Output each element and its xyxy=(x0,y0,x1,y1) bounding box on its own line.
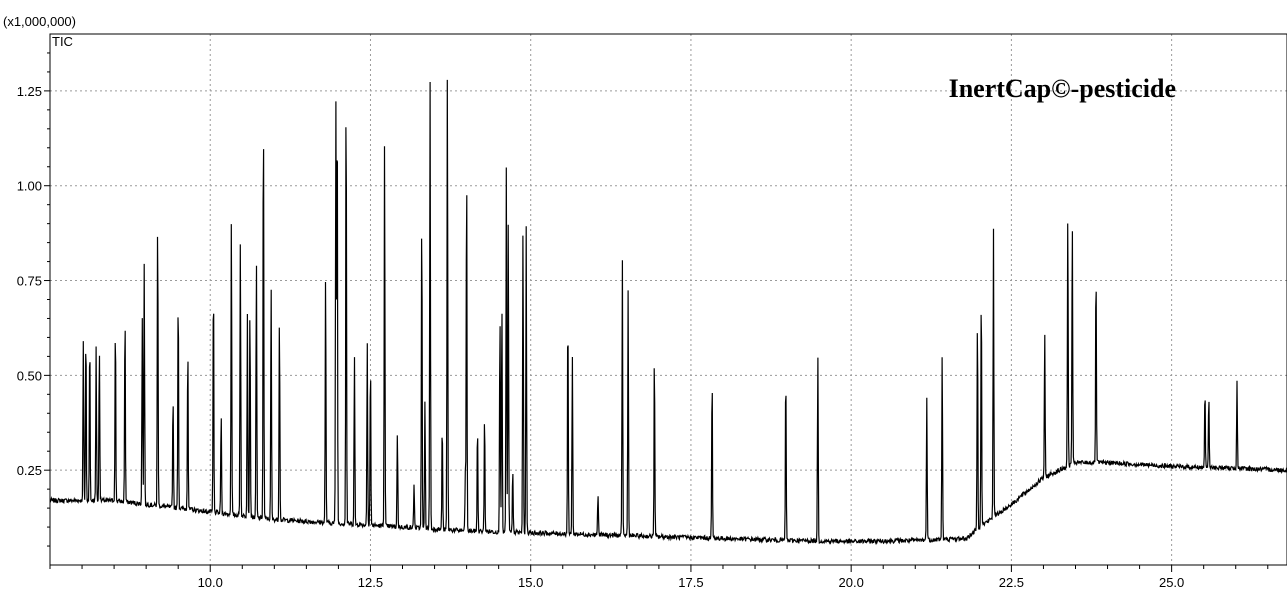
chart-annotation: InertCap©-pesticide xyxy=(949,74,1176,103)
axis-ticks: 10.0 12.5 15.0 17.5 20.0 22.5 25.0 0.25 0.50 0.75… xyxy=(17,52,1269,590)
x-tick-label: 25.0 xyxy=(1159,575,1184,590)
tic-trace-line xyxy=(49,79,1287,546)
x-tick-label: 10.0 xyxy=(198,575,223,590)
plot-frame xyxy=(49,33,1287,566)
grid-lines xyxy=(50,34,1287,565)
y-tick-label: 0.25 xyxy=(17,463,42,478)
y-tick-label: 1.00 xyxy=(17,179,42,194)
x-tick-label: 12.5 xyxy=(358,575,383,590)
y-tick-label: 0.75 xyxy=(17,274,42,289)
x-tick-label: 17.5 xyxy=(678,575,703,590)
series-tag-tic: TIC xyxy=(52,34,73,49)
x-tick-label: 20.0 xyxy=(839,575,864,590)
y-multiplier-label: (x1,000,000) xyxy=(3,14,76,29)
y-tick-label: 1.25 xyxy=(17,84,42,99)
x-tick-label: 22.5 xyxy=(999,575,1024,590)
y-tick-label: 0.50 xyxy=(17,368,42,383)
x-tick-label: 15.0 xyxy=(518,575,543,590)
